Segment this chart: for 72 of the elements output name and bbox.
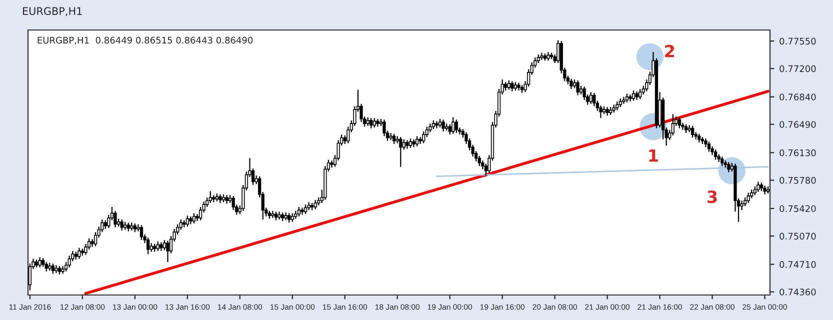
candlestick — [186, 215, 189, 228]
candlestick — [179, 218, 182, 230]
candlestick — [78, 247, 81, 260]
y-tick-label: 0.76130 — [780, 149, 816, 156]
candlestick — [297, 206, 301, 217]
candlestick — [140, 224, 144, 241]
y-tick-label: 0.75420 — [780, 205, 816, 212]
text: EURGBP,H1 0.86449 0.86515 0.86443 0.86490 — [38, 36, 253, 45]
candlestick — [192, 212, 196, 224]
candlestick — [638, 88, 642, 100]
candlestick — [714, 148, 718, 160]
candlestick — [478, 155, 481, 167]
candlestick — [720, 156, 724, 167]
candlestick — [570, 78, 573, 90]
candlestick — [727, 162, 730, 173]
candlestick — [448, 124, 452, 136]
candlestick — [372, 118, 376, 128]
y-tick-label: 0.75780 — [780, 176, 816, 184]
candlestick — [442, 119, 445, 132]
candlestick — [452, 116, 455, 134]
chart-title: EURGBP,H1 — [23, 7, 82, 16]
y-tick-label: 0.74360 — [780, 288, 816, 296]
candlestick — [300, 207, 304, 216]
y-tick-label: 0.77550 — [780, 38, 816, 45]
annotation: 1 — [649, 149, 658, 162]
y-tick-label: 0.76840 — [780, 94, 816, 100]
candlestick — [392, 133, 396, 145]
candlestick — [370, 118, 373, 129]
candlestick — [166, 240, 170, 263]
y-tick-label: 0.77200 — [780, 65, 816, 72]
candlestick — [582, 86, 586, 101]
candlestick — [707, 141, 711, 152]
candlestick — [756, 181, 760, 193]
candlestick — [208, 190, 212, 204]
candlestick — [382, 119, 386, 137]
candlestick — [162, 239, 166, 251]
annotation: 3 — [708, 190, 717, 204]
candlestick — [592, 92, 596, 107]
annotation: 2 — [665, 44, 674, 58]
candlestick — [156, 240, 160, 252]
candlestick — [435, 120, 438, 129]
candlestick — [51, 262, 54, 274]
y-tick-label: 0.74710 — [780, 261, 816, 268]
candlestick — [599, 104, 602, 119]
candlestick — [146, 237, 150, 255]
candlestick — [232, 195, 235, 211]
candlestick — [671, 114, 674, 136]
candlestick — [422, 130, 426, 144]
y-tick-label: 0.76490 — [780, 121, 816, 128]
candlestick — [632, 90, 636, 102]
candlestick — [454, 119, 458, 134]
y-tick-label: 0.75070 — [780, 232, 816, 240]
candlestick — [746, 192, 750, 204]
candlestick — [589, 92, 592, 104]
candlestick — [415, 136, 419, 147]
candlestick — [314, 199, 317, 210]
candlestick — [507, 80, 510, 90]
candlestick — [740, 200, 744, 211]
candlestick — [288, 212, 291, 224]
candlestick — [304, 204, 308, 215]
candlestick — [399, 136, 402, 168]
candlestick — [38, 256, 42, 268]
candlestick — [114, 210, 117, 228]
candlestick — [402, 138, 406, 150]
candlestick — [68, 255, 71, 268]
candlestick — [691, 125, 694, 138]
candlestick — [120, 218, 124, 232]
candlestick — [576, 80, 580, 96]
candlestick — [408, 138, 412, 149]
candlestick — [44, 261, 48, 272]
candlestick — [510, 80, 514, 92]
candlestick — [678, 116, 682, 129]
